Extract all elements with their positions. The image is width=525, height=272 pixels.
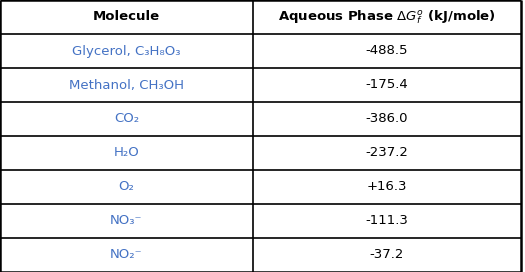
Text: -386.0: -386.0 xyxy=(365,113,408,125)
Text: Methanol, CH₃OH: Methanol, CH₃OH xyxy=(69,79,184,91)
Text: -37.2: -37.2 xyxy=(370,249,404,261)
Text: -488.5: -488.5 xyxy=(365,45,408,57)
Text: Molecule: Molecule xyxy=(93,11,160,23)
Text: -237.2: -237.2 xyxy=(365,147,408,159)
Text: NO₃⁻: NO₃⁻ xyxy=(110,215,143,227)
Text: Glycerol, C₃H₈O₃: Glycerol, C₃H₈O₃ xyxy=(72,45,181,57)
Text: Aqueous Phase $\Delta G_f^o$ (kJ/mole): Aqueous Phase $\Delta G_f^o$ (kJ/mole) xyxy=(278,8,496,26)
Text: O₂: O₂ xyxy=(119,181,134,193)
Text: +16.3: +16.3 xyxy=(366,181,407,193)
Text: -111.3: -111.3 xyxy=(365,215,408,227)
Text: NO₂⁻: NO₂⁻ xyxy=(110,249,143,261)
Text: -175.4: -175.4 xyxy=(365,79,408,91)
Text: CO₂: CO₂ xyxy=(114,113,139,125)
Text: H₂O: H₂O xyxy=(113,147,139,159)
